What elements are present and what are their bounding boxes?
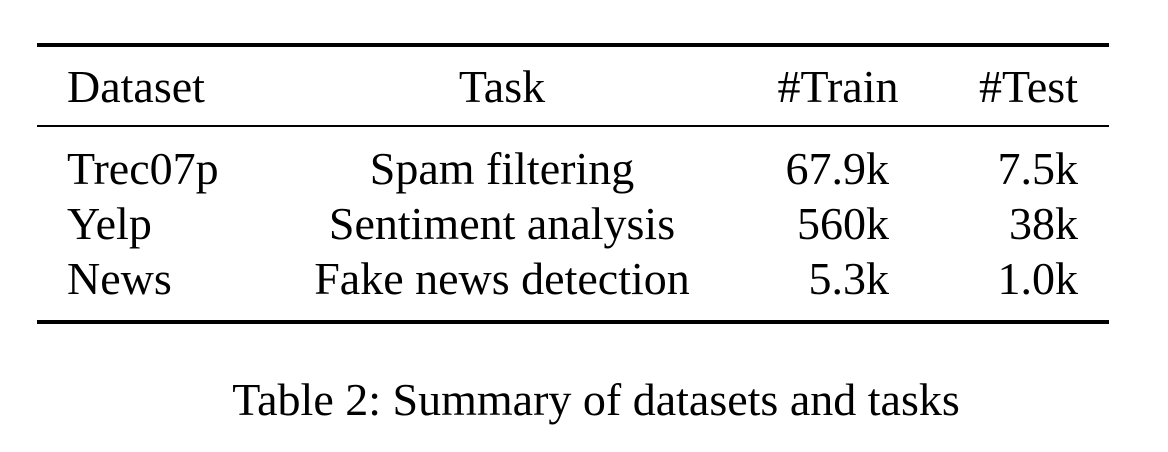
- cell-dataset: News: [67, 253, 172, 304]
- header-test: #Test: [979, 61, 1078, 112]
- table-header-rule: [37, 125, 1109, 127]
- cell-train: 67.9k: [785, 143, 890, 194]
- header-train: #Train: [777, 61, 899, 112]
- cell-task: Fake news detection: [314, 253, 690, 304]
- table-caption: Table 2: Summary of datasets and tasks: [232, 374, 960, 425]
- cell-test: 1.0k: [997, 253, 1079, 304]
- table-top-rule: [37, 43, 1109, 47]
- cell-train: 560k: [797, 198, 889, 249]
- table-bottom-rule: [37, 320, 1109, 324]
- cell-train: 5.3k: [808, 253, 890, 304]
- cell-dataset: Trec07p: [67, 143, 219, 194]
- header-dataset: Dataset: [67, 61, 205, 112]
- cell-task: Sentiment analysis: [328, 198, 676, 249]
- cell-test: 38k: [1009, 198, 1078, 249]
- cell-test: 7.5k: [997, 143, 1079, 194]
- header-task: Task: [458, 61, 546, 112]
- cell-dataset: Yelp: [67, 198, 152, 249]
- cell-task: Spam filtering: [369, 143, 635, 194]
